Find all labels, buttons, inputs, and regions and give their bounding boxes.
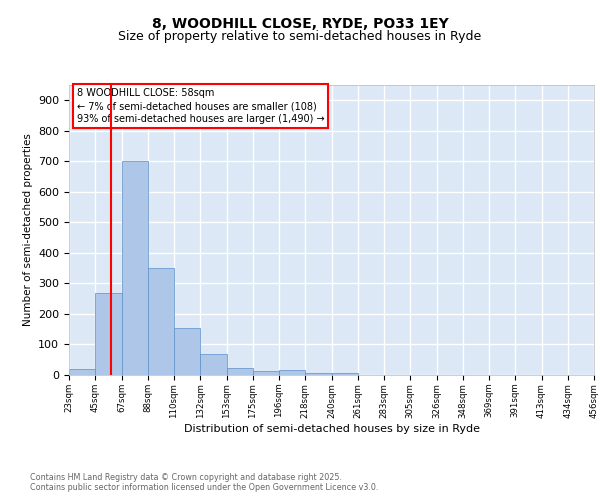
Text: Size of property relative to semi-detached houses in Ryde: Size of property relative to semi-detach… [118,30,482,43]
Bar [174,328,200,375]
Text: 8, WOODHILL CLOSE, RYDE, PO33 1EY: 8, WOODHILL CLOSE, RYDE, PO33 1EY [152,18,448,32]
Bar [227,368,253,375]
Bar [200,354,227,375]
Bar [331,374,358,375]
Bar [121,162,148,375]
X-axis label: Distribution of semi-detached houses by size in Ryde: Distribution of semi-detached houses by … [184,424,479,434]
Y-axis label: Number of semi-detached properties: Number of semi-detached properties [23,134,32,326]
Bar [253,372,279,375]
Bar [148,268,174,375]
Bar [69,369,95,375]
Text: 8 WOODHILL CLOSE: 58sqm
← 7% of semi-detached houses are smaller (108)
93% of se: 8 WOODHILL CLOSE: 58sqm ← 7% of semi-det… [77,88,325,124]
Bar [305,372,331,375]
Bar [95,292,121,375]
Bar [279,370,305,375]
Text: Contains HM Land Registry data © Crown copyright and database right 2025.
Contai: Contains HM Land Registry data © Crown c… [30,473,379,492]
